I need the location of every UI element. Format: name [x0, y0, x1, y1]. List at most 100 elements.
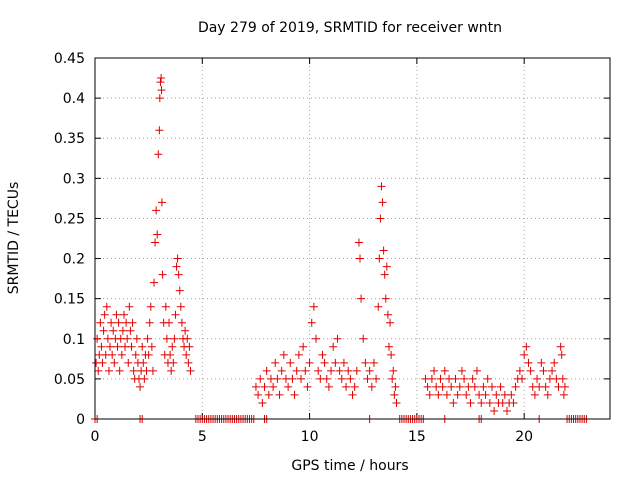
data-point — [96, 318, 105, 327]
data-point — [117, 350, 126, 359]
data-point — [175, 286, 184, 295]
data-point — [333, 334, 342, 343]
y-tick-label: 0.25 — [54, 211, 85, 227]
data-point — [256, 374, 265, 383]
data-point — [174, 270, 183, 279]
data-point — [173, 254, 182, 263]
data-point — [151, 238, 160, 247]
data-point — [143, 334, 152, 343]
data-point — [518, 374, 527, 383]
data-point — [503, 406, 511, 415]
data-point — [453, 390, 462, 399]
data-point — [109, 326, 118, 335]
data-point — [171, 310, 180, 319]
data-point — [337, 374, 346, 383]
data-point — [560, 382, 569, 391]
data-point — [425, 390, 434, 399]
data-point — [438, 382, 447, 391]
data-point — [136, 382, 145, 391]
data-point — [262, 366, 271, 375]
y-tick-label: 0.15 — [54, 292, 85, 308]
data-point — [457, 366, 466, 375]
data-point — [520, 350, 529, 359]
data-point — [357, 294, 366, 303]
data-point — [277, 366, 286, 375]
data-point — [541, 382, 550, 391]
data-point — [322, 374, 331, 383]
data-point — [139, 358, 148, 367]
data-point — [186, 366, 195, 375]
data-point — [312, 334, 321, 343]
data-point — [526, 366, 535, 375]
data-point — [468, 374, 477, 383]
data-point — [301, 366, 310, 375]
data-point — [492, 390, 501, 399]
data-point — [115, 366, 124, 375]
x-tick-label: 20 — [515, 429, 533, 445]
data-point — [119, 310, 128, 319]
data-point — [507, 390, 516, 399]
data-point — [153, 230, 162, 239]
data-point — [391, 382, 400, 391]
data-point — [269, 382, 278, 391]
grid — [95, 58, 610, 419]
data-point — [155, 126, 164, 135]
data-point — [318, 350, 327, 359]
y-tick-label: 0.05 — [54, 372, 85, 388]
data-point — [427, 374, 436, 383]
data-point — [106, 342, 115, 351]
data-point — [94, 366, 103, 375]
data-point — [138, 342, 147, 351]
data-point — [380, 270, 389, 279]
data-point — [108, 350, 117, 359]
data-point — [530, 390, 539, 399]
data-point — [132, 334, 141, 343]
data-point — [472, 366, 481, 375]
data-point — [154, 150, 163, 159]
data-point — [279, 350, 288, 359]
data-point — [363, 374, 372, 383]
data-point — [350, 382, 359, 391]
data-point — [155, 94, 164, 103]
data-point — [378, 198, 387, 207]
data-point — [462, 390, 471, 399]
data-point — [275, 390, 284, 399]
chart-title: Day 279 of 2019, SRMTID for receiver wnt… — [198, 20, 502, 36]
y-tick-label: 0.4 — [63, 91, 85, 107]
y-tick-label: 0.2 — [63, 252, 85, 268]
data-point — [181, 326, 190, 335]
data-point — [524, 358, 533, 367]
data-point — [157, 86, 166, 95]
data-point — [455, 382, 464, 391]
x-tick-label: 15 — [408, 429, 426, 445]
data-point — [348, 390, 357, 399]
data-point — [185, 342, 194, 351]
data-point — [126, 326, 135, 335]
data-point — [389, 366, 398, 375]
data-point — [481, 390, 490, 399]
data-point — [162, 334, 171, 343]
data-point — [307, 318, 316, 327]
data-point — [430, 366, 439, 375]
data-point — [182, 350, 191, 359]
data-point — [148, 366, 157, 375]
data-point — [158, 270, 167, 279]
data-point — [170, 334, 179, 343]
data-point — [305, 358, 314, 367]
data-point — [377, 182, 386, 191]
data-point — [99, 326, 108, 335]
data-point — [372, 374, 381, 383]
data-point — [165, 318, 174, 327]
data-point — [172, 262, 181, 271]
x-axis-label: GPS time / hours — [291, 458, 408, 474]
data-point — [386, 318, 395, 327]
data-point — [550, 358, 559, 367]
data-point — [335, 366, 344, 375]
data-point — [169, 358, 178, 367]
data-point — [346, 374, 355, 383]
data-point — [288, 374, 297, 383]
data-point — [509, 398, 518, 407]
data-point — [129, 366, 138, 375]
data-point — [548, 366, 557, 375]
